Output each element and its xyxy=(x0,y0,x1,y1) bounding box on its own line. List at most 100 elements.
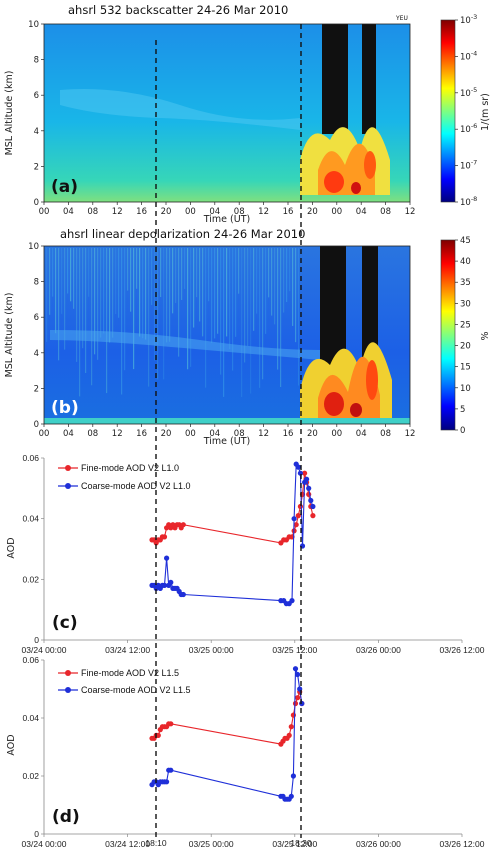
series-point-1 xyxy=(164,555,170,561)
panel-d: 0 0.02 0.04 0.06 03/24 00:00 03/24 12:00 03/25… xyxy=(6,655,485,849)
noise-stripe xyxy=(145,248,147,340)
noise-stripe xyxy=(49,248,51,315)
legend-fine-l15-marker xyxy=(65,670,71,676)
colorbar-tick-label: 10-3 xyxy=(460,13,477,26)
x-tick-label: 04 xyxy=(209,429,220,439)
y-tick-label: 6 xyxy=(34,313,39,323)
series-point-0 xyxy=(286,732,292,739)
noise-stripe xyxy=(121,248,123,395)
noise-stripe xyxy=(109,248,111,343)
panel-b-title: ahsrl linear depolarization 24-26 Mar 20… xyxy=(60,227,305,241)
series-point-0 xyxy=(310,513,316,519)
x-tick-label: 08 xyxy=(87,207,98,217)
legend-fine-l10-label: Fine-mode AOD V2 L1.0 xyxy=(81,463,179,473)
noise-stripe xyxy=(70,248,72,302)
x-tick-label: 04 xyxy=(63,429,74,439)
colorbar-tick-label: 45 xyxy=(460,236,471,246)
noise-stripe xyxy=(286,248,288,302)
series-point-0 xyxy=(288,724,294,730)
noise-stripe xyxy=(136,248,138,289)
x-tick-label: 03/26 00:00 xyxy=(356,645,401,655)
dashed-marker-2-label: 18:30 xyxy=(290,838,312,848)
noise-stripe xyxy=(175,248,177,304)
panel-c-ylabel: AOD xyxy=(6,537,17,558)
x-tick-label: 00 xyxy=(331,429,342,439)
panel-d-legend: Fine-mode AOD V2 L1.5 Coarse-mode AOD V2… xyxy=(58,668,191,695)
series-point-1 xyxy=(289,598,295,604)
noise-stripe xyxy=(259,248,261,388)
colorbar-tick-label: 10-6 xyxy=(460,122,477,135)
colorbar-tick-label: 15 xyxy=(460,363,471,373)
y-tick-label: 10 xyxy=(28,20,39,30)
noise-stripe xyxy=(289,248,291,292)
noise-stripe xyxy=(235,248,237,337)
x-tick-label: 04 xyxy=(356,207,367,217)
noise-stripe xyxy=(274,248,276,325)
panel-a-colorbar xyxy=(440,19,456,203)
noise-stripe xyxy=(157,248,159,380)
noise-stripe xyxy=(262,248,264,380)
legend-coarse-l15-marker xyxy=(65,687,71,693)
noise-stripe xyxy=(244,248,246,363)
noise-stripe xyxy=(181,248,183,300)
noise-stripe xyxy=(283,248,285,313)
noise-stripe xyxy=(265,248,267,334)
x-tick-label: 03/25 12:00 xyxy=(272,839,317,849)
panel-b-colorbar xyxy=(440,239,456,431)
legend-coarse-l10-label: Coarse-mode AOD V2 L1.0 xyxy=(81,481,191,491)
series-point-0 xyxy=(302,470,308,476)
noise-stripe xyxy=(196,248,198,298)
panel-b-surface-band xyxy=(44,418,410,424)
noise-stripe xyxy=(154,248,156,361)
y-tick-label: 0.04 xyxy=(22,713,39,723)
noise-stripe xyxy=(142,248,144,339)
colorbar-tick-label: 10-7 xyxy=(460,159,477,172)
noise-stripe xyxy=(67,248,69,294)
colorbar-tick-label: 10 xyxy=(460,384,471,394)
x-tick-label: 00 xyxy=(185,429,196,439)
panel-a-ylabel: MSL Altitude (km) xyxy=(4,71,15,156)
x-tick-label: 08 xyxy=(234,429,245,439)
series-point-0 xyxy=(292,700,299,707)
series-point-1 xyxy=(297,470,303,476)
noise-stripe xyxy=(271,248,273,316)
x-tick-label: 12 xyxy=(258,429,269,439)
noise-stripe xyxy=(97,248,99,360)
panel-c-letter: (c) xyxy=(52,613,78,633)
noise-stripe xyxy=(130,248,132,312)
x-tick-label: 04 xyxy=(209,207,220,217)
x-tick-label: 08 xyxy=(380,429,391,439)
noise-stripe xyxy=(76,248,78,362)
noise-stripe xyxy=(61,248,63,314)
noise-stripe xyxy=(166,248,168,343)
noise-stripe xyxy=(202,248,204,337)
series-point-1 xyxy=(295,671,301,678)
panel-c: 0 0.02 0.04 0.06 03/24 00:00 03/24 12:00 03/25… xyxy=(6,453,485,655)
noise-stripe xyxy=(133,248,135,370)
noise-stripe xyxy=(46,248,48,342)
panel-d-letter: (d) xyxy=(52,807,80,827)
noise-stripe xyxy=(256,248,258,314)
noise-stripe xyxy=(139,248,141,337)
x-tick-label: 04 xyxy=(63,207,74,217)
panel-b-colorbar-label: % xyxy=(480,331,491,340)
colorbar-tick-label: 0 xyxy=(460,426,465,436)
y-tick-label: 8 xyxy=(34,56,39,66)
noise-stripe xyxy=(241,248,243,397)
noise-stripe xyxy=(103,248,105,334)
x-tick-label: 03/24 00:00 xyxy=(22,839,67,849)
noise-stripe xyxy=(220,248,222,375)
panel-d-axes: 0 0.02 0.04 0.06 03/24 00:00 03/24 12:00 03/25… xyxy=(22,655,485,849)
x-tick-label: 00 xyxy=(39,207,50,217)
noise-stripe xyxy=(214,248,216,339)
noise-stripe xyxy=(127,248,129,291)
legend-fine-l10-marker xyxy=(65,465,71,471)
panel-b-cloud-structures xyxy=(300,246,392,418)
panel-a-cloud-structures xyxy=(300,24,390,195)
x-tick-label: 20 xyxy=(307,429,318,439)
y-tick-label: 0.06 xyxy=(22,453,39,463)
panel-d-ylabel: AOD xyxy=(6,734,17,755)
noise-stripe xyxy=(226,248,228,337)
x-tick-label: 12 xyxy=(112,429,123,439)
